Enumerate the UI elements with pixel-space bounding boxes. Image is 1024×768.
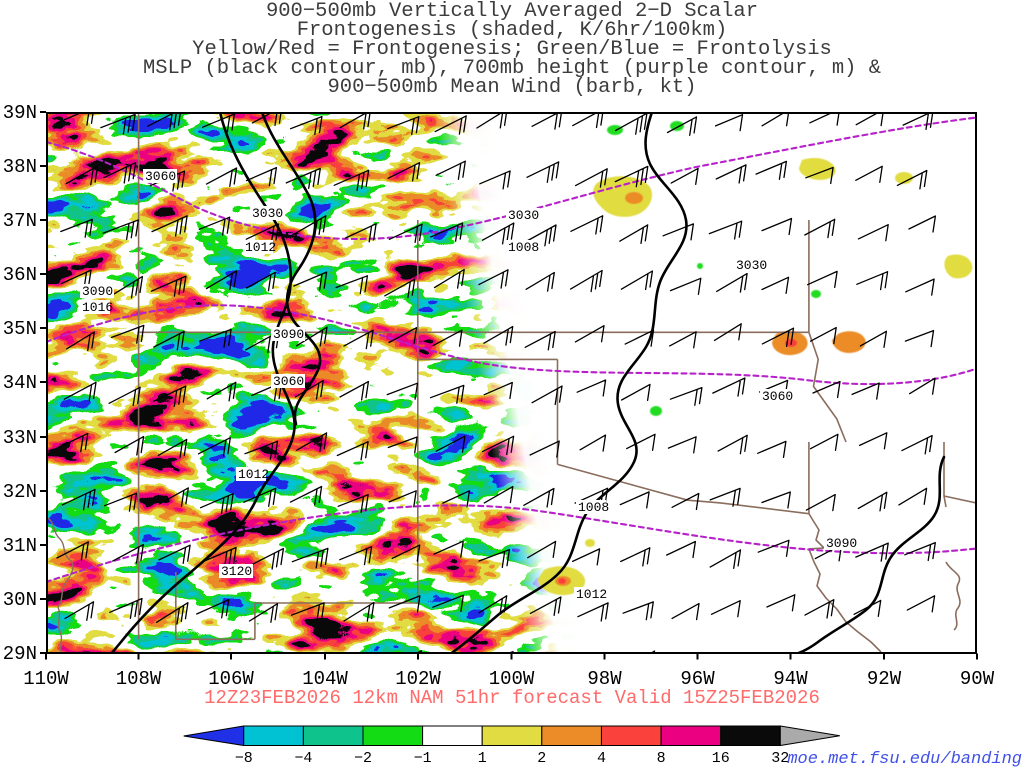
svg-text:3090: 3090 — [826, 536, 857, 551]
svg-text:37N: 37N — [3, 210, 37, 232]
svg-text:32N: 32N — [3, 481, 37, 503]
svg-text:38N: 38N — [3, 156, 37, 178]
svg-text:3030: 3030 — [508, 208, 539, 223]
svg-text:108W: 108W — [116, 668, 162, 690]
svg-text:12Z23FEB2026 12km NAM 51hr for: 12Z23FEB2026 12km NAM 51hr forecast Vali… — [204, 687, 820, 709]
svg-text:16: 16 — [712, 750, 730, 767]
svg-text:1008: 1008 — [578, 500, 609, 515]
svg-text:29N: 29N — [3, 643, 37, 665]
svg-text:−2: −2 — [354, 750, 372, 767]
svg-text:1008: 1008 — [508, 240, 539, 255]
svg-text:3090: 3090 — [273, 327, 304, 342]
svg-text:3090: 3090 — [82, 284, 113, 299]
svg-text:1012: 1012 — [238, 467, 269, 482]
svg-text:90W: 90W — [960, 668, 995, 690]
svg-text:1: 1 — [478, 750, 487, 767]
svg-text:4: 4 — [597, 750, 606, 767]
svg-text:33N: 33N — [3, 427, 37, 449]
svg-text:36N: 36N — [3, 264, 37, 286]
svg-text:39N: 39N — [3, 102, 37, 124]
svg-text:1012: 1012 — [576, 587, 607, 602]
svg-text:3120: 3120 — [221, 564, 252, 579]
svg-text:3030: 3030 — [252, 206, 283, 221]
svg-text:1012: 1012 — [245, 240, 276, 255]
svg-text:3060: 3060 — [145, 169, 176, 184]
svg-text:1016: 1016 — [82, 300, 113, 315]
svg-text:3030: 3030 — [736, 258, 767, 273]
svg-text:−1: −1 — [414, 750, 432, 767]
svg-text:92W: 92W — [867, 668, 902, 690]
svg-text:3060: 3060 — [762, 389, 793, 404]
svg-text:30N: 30N — [3, 589, 37, 611]
svg-text:31N: 31N — [3, 535, 37, 557]
svg-text:34N: 34N — [3, 372, 37, 394]
svg-text:35N: 35N — [3, 318, 37, 340]
svg-text:8: 8 — [657, 750, 666, 767]
svg-text:3060: 3060 — [273, 374, 304, 389]
svg-text:110W: 110W — [23, 668, 69, 690]
svg-text:2: 2 — [537, 750, 546, 767]
svg-text:moe.met.fsu.edu/banding: moe.met.fsu.edu/banding — [787, 750, 1022, 768]
svg-text:−8: −8 — [235, 750, 253, 767]
svg-text:−4: −4 — [294, 750, 312, 767]
